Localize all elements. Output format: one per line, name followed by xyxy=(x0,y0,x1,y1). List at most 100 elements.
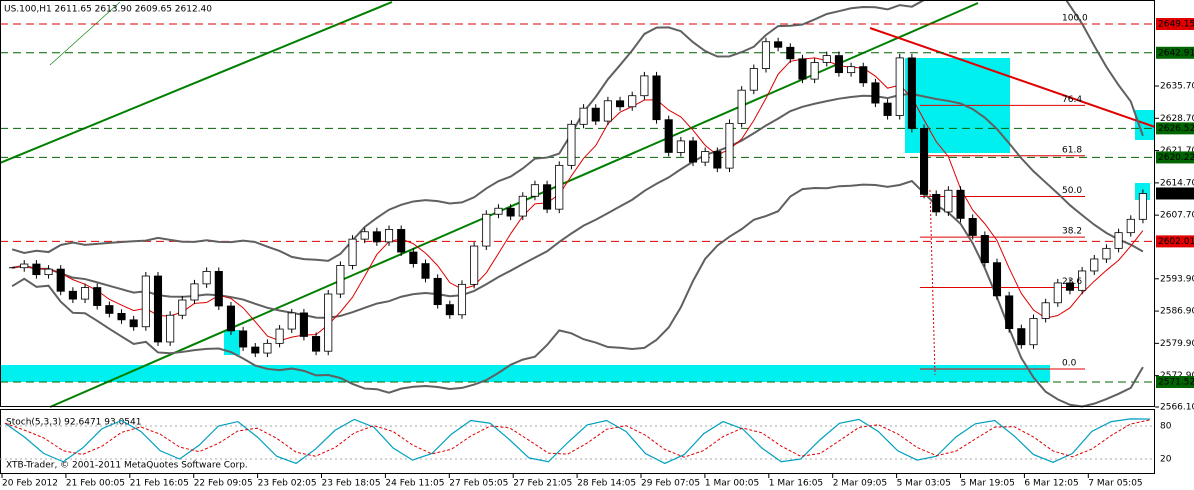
level-label: 2626.52 xyxy=(1158,124,1194,134)
candle xyxy=(591,107,600,122)
candle xyxy=(470,245,479,285)
price-panel xyxy=(0,0,1155,407)
y-tick-label: 2635.70 xyxy=(1160,82,1194,92)
candle xyxy=(239,330,248,348)
candle xyxy=(105,305,114,314)
candle xyxy=(688,140,698,163)
stoch-signal xyxy=(4,419,1151,458)
trend-line xyxy=(49,2,979,408)
candle xyxy=(324,293,333,352)
y-tick-label: 2579.90 xyxy=(1160,339,1194,349)
x-tick-label: 24 Feb 11:05 xyxy=(385,479,444,489)
candle xyxy=(956,189,965,219)
fib-anchor xyxy=(929,189,936,376)
candle xyxy=(32,263,41,276)
candle xyxy=(616,100,625,108)
candle xyxy=(251,346,260,354)
level-label: 2571.52 xyxy=(1158,378,1194,388)
y-tick-label: 2614.70 xyxy=(1160,178,1194,188)
candle xyxy=(761,41,771,69)
candle xyxy=(859,66,868,84)
zone xyxy=(224,330,240,355)
candle xyxy=(895,57,904,116)
level-label: 2602.01 xyxy=(1158,237,1194,247)
candle xyxy=(482,213,491,247)
candle xyxy=(178,299,187,316)
candle xyxy=(567,123,576,166)
fib-label: 50.0 xyxy=(1062,186,1082,196)
candle xyxy=(129,319,138,328)
candle xyxy=(737,89,746,124)
x-tick-label: 6 Mar 12:05 xyxy=(1024,479,1078,489)
x-tick-label: 21 Feb 00:05 xyxy=(66,479,125,489)
candle xyxy=(117,312,126,321)
level-tag xyxy=(1156,235,1194,248)
candle xyxy=(348,238,357,266)
candle xyxy=(749,68,758,91)
y-tick-label: 2607.70 xyxy=(1160,211,1194,221)
x-tick-label: 28 Feb 14:05 xyxy=(577,479,636,489)
candle xyxy=(190,283,199,301)
candle xyxy=(628,95,637,108)
fib-label: 100.0 xyxy=(1062,14,1088,24)
candle xyxy=(786,46,795,60)
y-tick-label: 2566.10 xyxy=(1160,403,1194,413)
candle xyxy=(214,271,223,307)
x-tick-label: 27 Feb 21:05 xyxy=(513,479,572,489)
chart-header: US.100,H1 2611.65 2613.90 2609.65 2612.4… xyxy=(4,5,212,15)
candle xyxy=(445,304,454,316)
zone xyxy=(1135,110,1155,140)
x-tick-label: 21 Feb 16:05 xyxy=(130,479,189,489)
candle xyxy=(992,262,1002,297)
y-tick-label: 2621.70 xyxy=(1160,146,1194,156)
candle xyxy=(701,151,710,163)
candle xyxy=(44,268,53,276)
candle xyxy=(494,207,503,215)
x-tick-label: 1 Mar 16:05 xyxy=(769,479,823,489)
candle xyxy=(1126,218,1135,234)
stoch-tick-label: 20 xyxy=(1160,455,1172,465)
bollinger-band xyxy=(11,92,1144,319)
candle xyxy=(603,100,612,122)
stoch-panel xyxy=(0,409,1155,474)
candle xyxy=(725,122,734,169)
candle xyxy=(871,82,880,104)
candle xyxy=(1005,295,1014,330)
fib-label: 76.4 xyxy=(1062,95,1082,105)
price-tag xyxy=(1156,187,1194,200)
x-tick-label: 5 Mar 03:05 xyxy=(897,479,951,489)
trend-line xyxy=(0,1,393,164)
x-tick-label: 1 Mar 00:05 xyxy=(705,479,759,489)
x-tick-label: 23 Feb 18:05 xyxy=(322,479,381,489)
candle xyxy=(506,207,515,217)
indicator-title: Stoch(5,3,3) 92.6471 93.0541 xyxy=(6,418,141,428)
candle xyxy=(798,58,807,80)
candle xyxy=(141,275,150,328)
candle xyxy=(530,184,539,197)
candle xyxy=(421,263,430,279)
candle xyxy=(1029,318,1038,346)
candle xyxy=(579,107,588,125)
x-tick-label: 29 Feb 07:05 xyxy=(641,479,700,489)
candle xyxy=(543,184,552,210)
copyright: XTB-Trader, © 2001-2011 MetaQuotes Softw… xyxy=(6,461,248,471)
fib-label: 61.8 xyxy=(1062,145,1082,155)
candle xyxy=(1017,328,1026,346)
candle xyxy=(834,55,843,74)
level-tag xyxy=(1156,151,1194,164)
candle xyxy=(299,312,308,337)
candle xyxy=(68,290,77,300)
bollinger-band xyxy=(11,179,1144,408)
candle xyxy=(883,102,892,116)
candle xyxy=(640,75,649,97)
candle xyxy=(93,287,102,306)
candle xyxy=(312,336,321,352)
candle xyxy=(397,229,406,253)
candle xyxy=(433,277,442,306)
fib-label: 23.6 xyxy=(1062,277,1082,287)
candle xyxy=(944,189,953,213)
candle xyxy=(847,66,856,74)
candle xyxy=(457,283,467,316)
